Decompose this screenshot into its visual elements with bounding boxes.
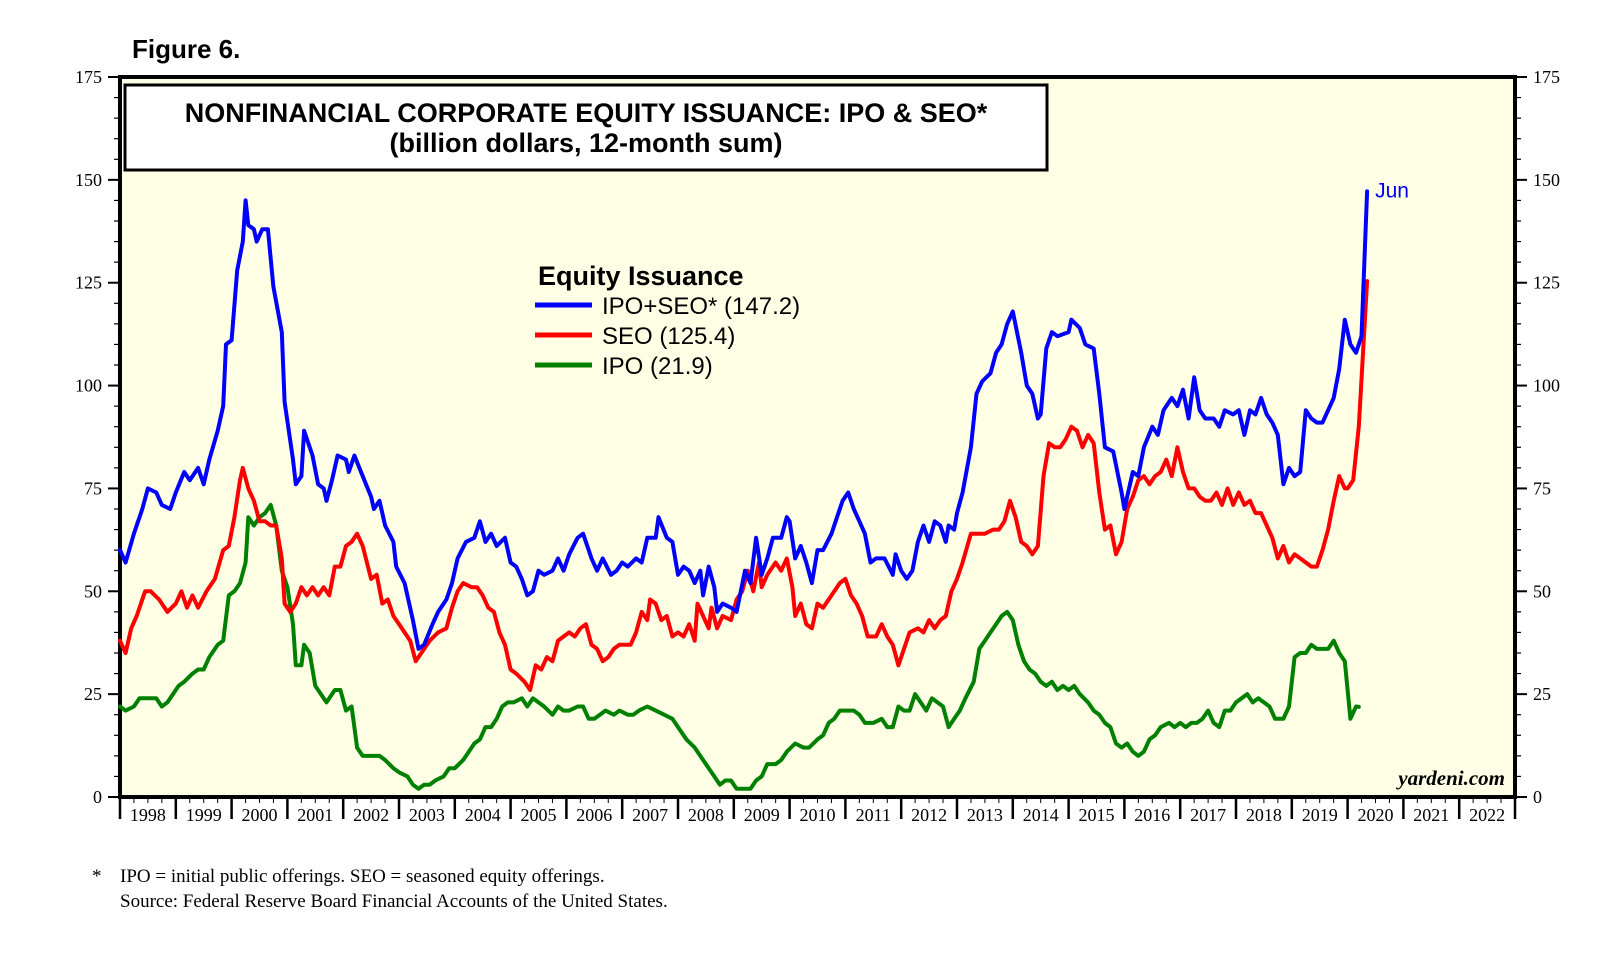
x-tick-label: 2011 [856,805,891,825]
x-tick-label: 2009 [744,805,780,825]
x-tick-label: 2019 [1302,805,1338,825]
x-tick-label: 2020 [1358,805,1394,825]
chart-title: NONFINANCIAL CORPORATE EQUITY ISSUANCE: … [185,98,988,128]
footnote-source: Source: Federal Reserve Board Financial … [120,891,668,912]
series-line-ipo-seo [118,189,1370,651]
x-tick-label: 1999 [186,805,222,825]
x-tick-label: 2021 [1413,805,1449,825]
y-axis-left: 0 25 50 75 100 125 150 175 [75,67,120,807]
x-tick-label: 2018 [1246,805,1282,825]
x-tick-label: 2005 [521,805,557,825]
y-tick-label-right: 150 [1533,170,1560,190]
legend-label-ipo: IPO (21.9) [602,353,713,380]
series-line-ipo [118,502,1361,791]
y-tick-label-left: 100 [75,376,102,396]
y-tick-label-left: 50 [84,581,102,601]
x-tick-label: 2010 [800,805,836,825]
legend-label-ipo-seo: IPO+SEO* (147.2) [602,293,800,320]
x-tick-label: 2006 [576,805,612,825]
chart-title-box: NONFINANCIAL CORPORATE EQUITY ISSUANCE: … [123,83,1049,172]
legend: Equity Issuance IPO+SEO* (147.2) SEO (12… [535,261,800,380]
x-tick-label: 2017 [1190,805,1226,825]
y-tick-label-right: 100 [1533,376,1560,396]
x-tick-label: 2014 [1023,805,1059,825]
y-tick-label-left: 25 [84,684,102,704]
x-tick-label: 1998 [130,805,166,825]
x-tick-label: 2007 [632,805,668,825]
plot-area [118,75,1517,799]
y-tick-label-right: 75 [1533,478,1551,498]
last-point-label: Jun [1375,179,1409,202]
x-tick-label: 2013 [967,805,1003,825]
legend-title: Equity Issuance [538,261,744,291]
x-tick-label: 2016 [1134,805,1170,825]
y-tick-label-right: 25 [1533,684,1551,704]
footnote-line-1: * IPO = initial public offerings. SEO = s… [92,864,668,889]
y-tick-label-left: 175 [75,67,102,87]
source-credit: yardeni.com [1395,766,1505,790]
y-tick-label-left: 0 [93,787,102,807]
y-tick-label-right: 50 [1533,581,1551,601]
x-tick-label: 2012 [911,805,947,825]
footnote-definitions: IPO = initial public offerings. SEO = se… [120,866,605,887]
y-tick-label-left: 75 [84,478,102,498]
y-tick-label-right: 0 [1533,787,1542,807]
y-tick-label-left: 150 [75,170,102,190]
footnote-marker: * [92,866,102,887]
x-tick-label: 2004 [465,805,501,825]
chart-subtitle: (billion dollars, 12-month sum) [389,128,782,158]
x-tick-label: 2003 [409,805,445,825]
x-tick-label: 2002 [353,805,389,825]
series-lines [118,189,1370,791]
x-tick-label: 2015 [1079,805,1115,825]
x-tick-label: 2022 [1469,805,1505,825]
legend-label-seo: SEO (125.4) [602,323,735,350]
y-tick-label-left: 125 [75,273,102,293]
y-tick-label-right: 175 [1533,67,1560,87]
x-tick-label: 2008 [688,805,724,825]
y-tick-label-right: 125 [1533,273,1560,293]
x-axis: 1998 1999 2000 2001 2002 2003 2004 2005 2006 2007… [118,797,1517,825]
x-tick-label: 2001 [297,805,333,825]
footnotes: * IPO = initial public offerings. SEO = s… [92,864,668,914]
x-tick-label: 2000 [242,805,278,825]
figure-label: Figure 6. [132,34,241,64]
y-axis-right: 0 25 50 75 100 125 150 175 [1515,67,1560,807]
